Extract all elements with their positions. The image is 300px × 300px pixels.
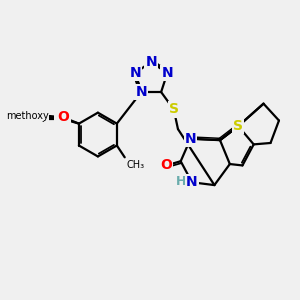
Text: CH₃: CH₃ [127,160,145,170]
Text: methoxy: methoxy [10,113,47,122]
Text: N: N [136,85,147,99]
Text: S: S [233,119,243,133]
Text: N: N [185,132,196,146]
Text: methoxy: methoxy [39,118,45,119]
Text: methoxy: methoxy [42,116,48,117]
Text: methoxy: methoxy [6,111,49,121]
Text: N: N [129,66,141,80]
Text: methoxy: methoxy [39,116,46,117]
Text: O: O [56,112,68,126]
Text: O: O [58,110,69,124]
Text: N: N [161,66,173,80]
Text: methoxy: methoxy [42,118,48,119]
Text: N: N [146,55,157,69]
Text: O: O [160,158,172,172]
Text: H: H [176,175,186,188]
Text: N: N [186,175,198,189]
Text: S: S [169,102,179,116]
